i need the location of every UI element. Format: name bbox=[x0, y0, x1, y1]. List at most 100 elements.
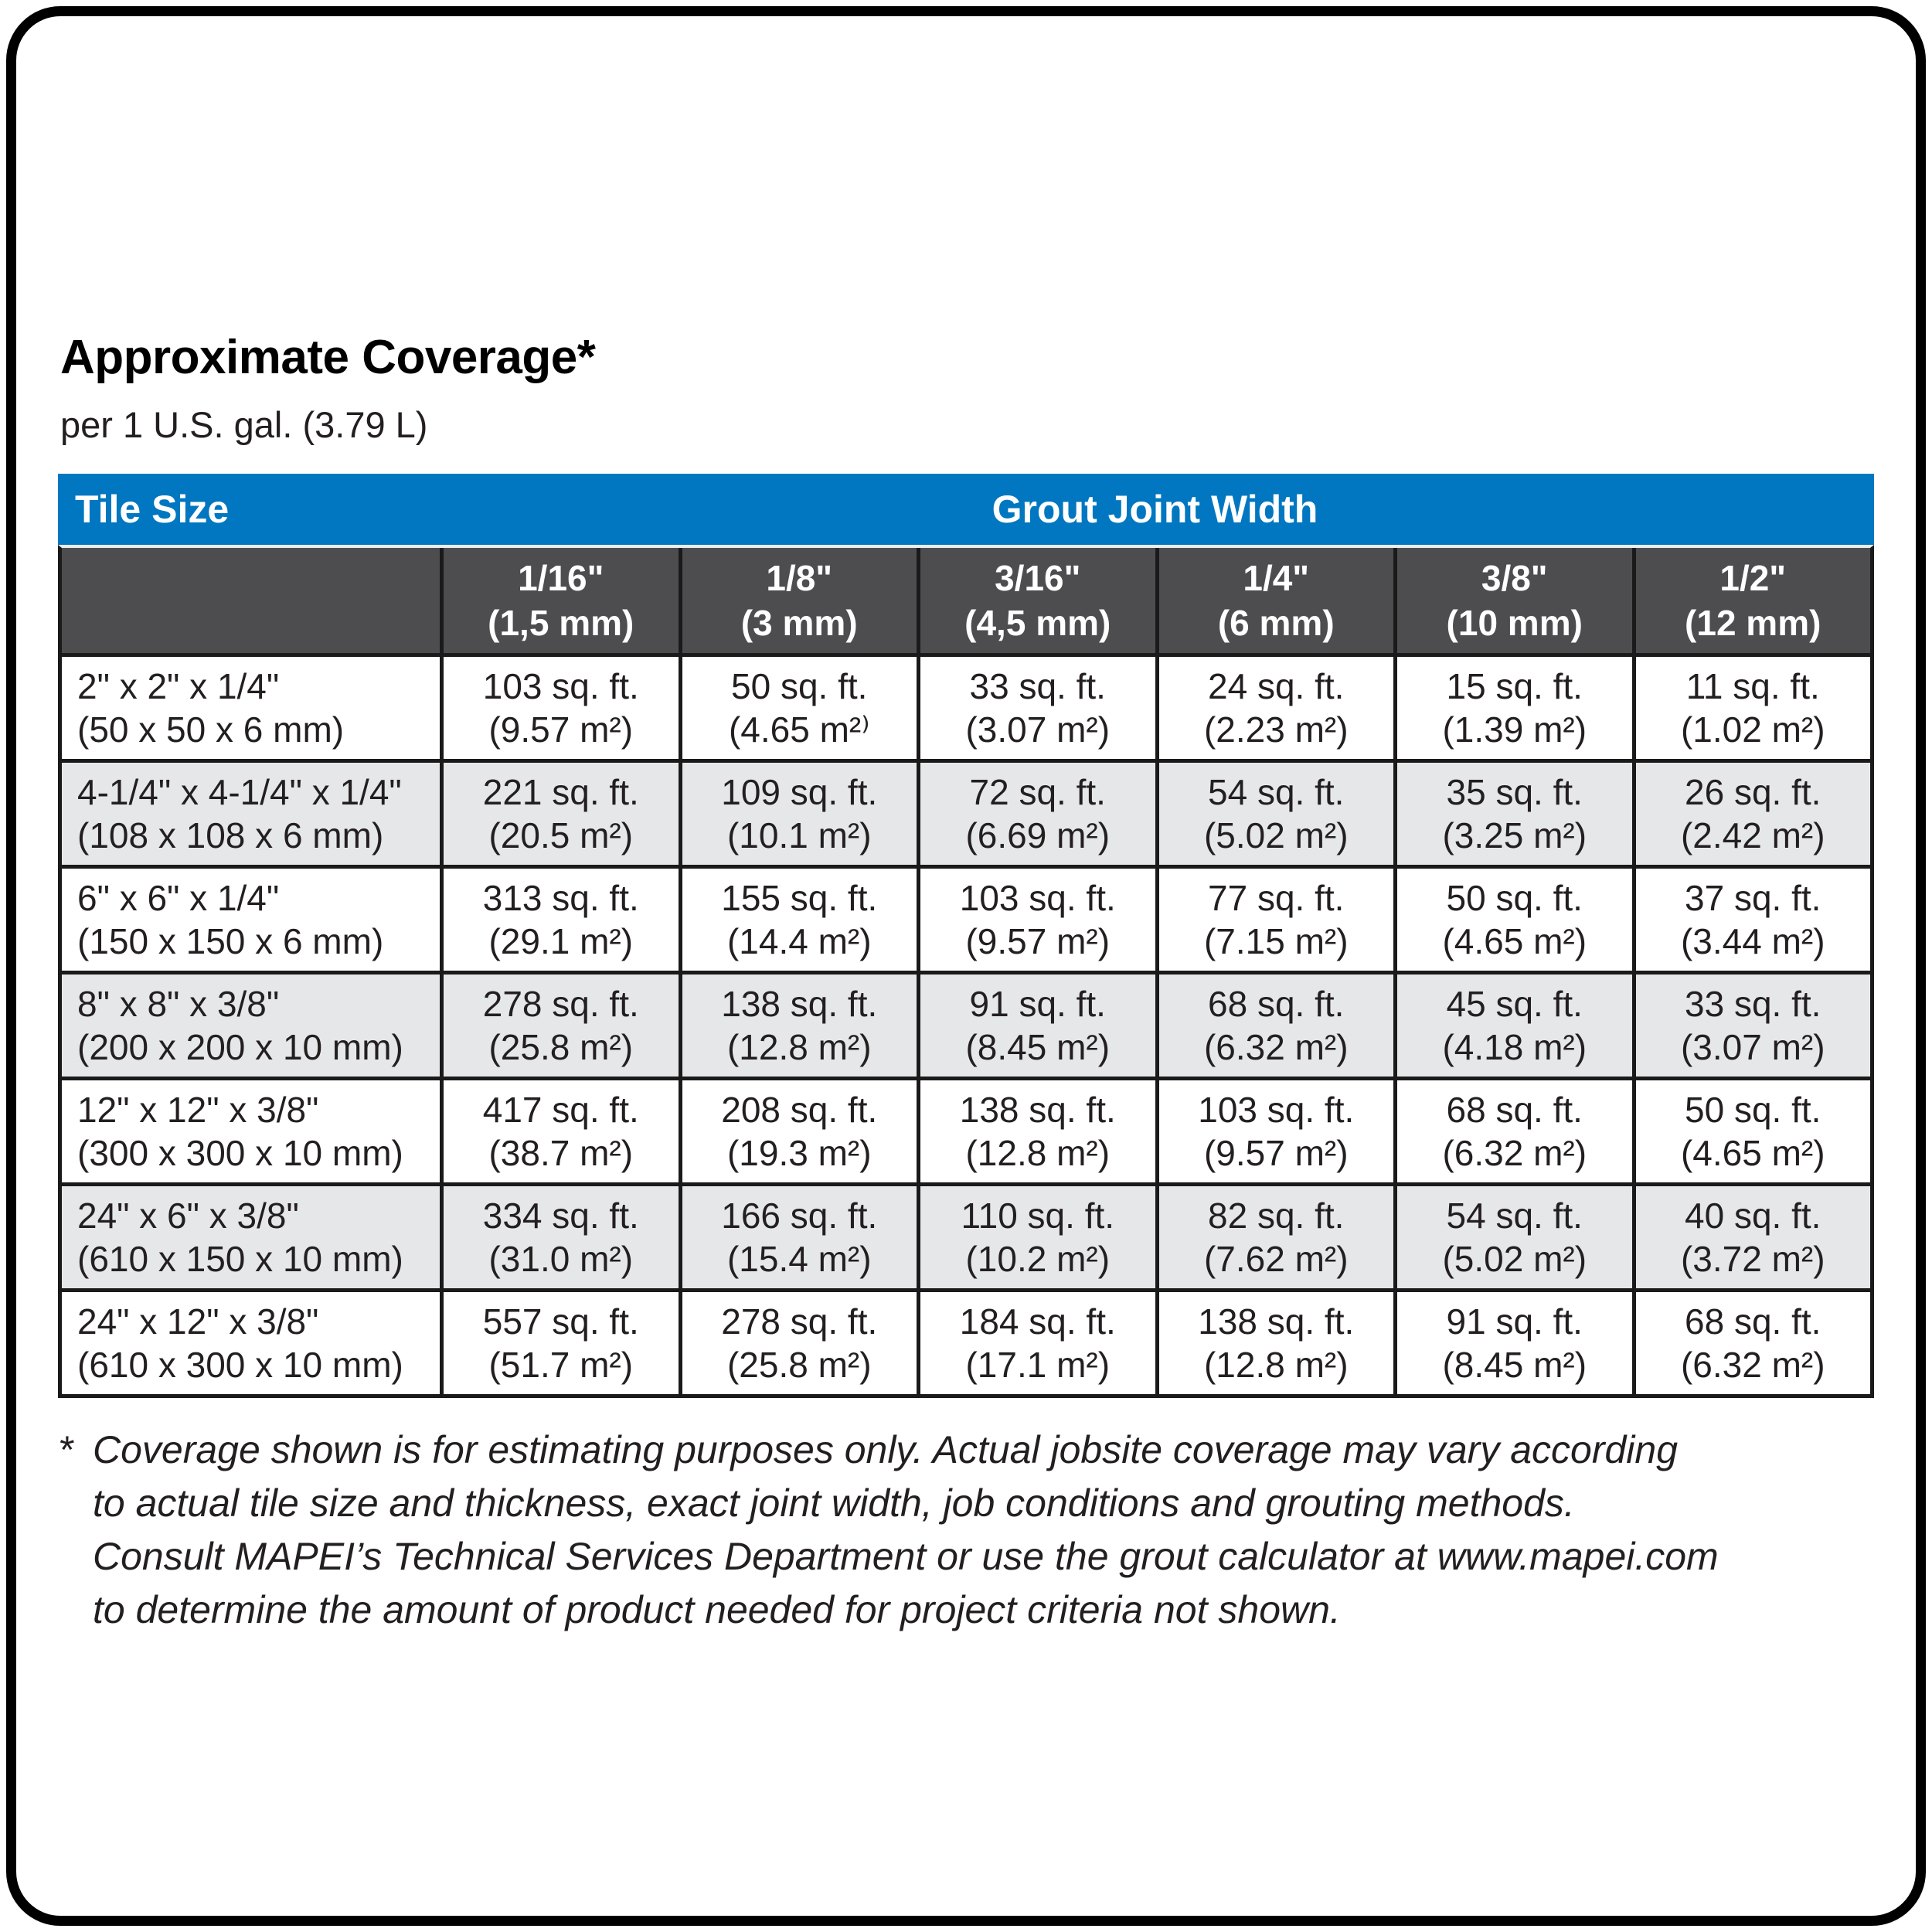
tile-size-inches: 4-1/4" x 4-1/4" x 1/4" bbox=[77, 772, 402, 812]
tile-size-header: Tile Size bbox=[75, 488, 230, 531]
footnote-asterisk: * bbox=[58, 1428, 73, 1471]
coverage-sqft: 166 sq. ft. bbox=[721, 1196, 878, 1236]
coverage-cell: 91 sq. ft. (8.45 m²) bbox=[1393, 1292, 1632, 1394]
joint-width-column-header: 1/16" (1,5 mm) bbox=[440, 548, 679, 653]
tile-size-cell: 6" x 6" x 1/4" (150 x 150 x 6 mm) bbox=[62, 869, 440, 971]
coverage-sqft: 82 sq. ft. bbox=[1208, 1196, 1345, 1236]
coverage-cell: 278 sq. ft. (25.8 m²) bbox=[678, 1292, 917, 1394]
coverage-m2: (29.1 m²) bbox=[488, 921, 634, 961]
coverage-cell: 68 sq. ft. (6.32 m²) bbox=[1393, 1080, 1632, 1182]
tile-size-cell: 2" x 2" x 1/4" (50 x 50 x 6 mm) bbox=[62, 657, 440, 759]
coverage-sqft: 138 sq. ft. bbox=[721, 984, 878, 1024]
coverage-m2: (15.4 m²) bbox=[726, 1239, 872, 1279]
coverage-cell: 68 sq. ft. (6.32 m²) bbox=[1631, 1292, 1871, 1394]
coverage-m2: (3.44 m²) bbox=[1680, 921, 1825, 961]
coverage-m2: (9.57 m²) bbox=[1203, 1133, 1349, 1173]
coverage-cell: 313 sq. ft. (29.1 m²) bbox=[440, 869, 679, 971]
coverage-sqft: 33 sq. ft. bbox=[969, 666, 1106, 706]
coverage-data-grid: 2" x 2" x 1/4" (50 x 50 x 6 mm) 103 sq. ft… bbox=[58, 653, 1874, 1398]
tile-size-mm: (150 x 150 x 6 mm) bbox=[77, 921, 384, 961]
coverage-sqft: 11 sq. ft. bbox=[1685, 666, 1820, 706]
table-row: 12" x 12" x 3/8" (300 x 300 x 10 mm) 417 s… bbox=[62, 1077, 1870, 1182]
coverage-cell: 54 sq. ft. (5.02 m²) bbox=[1155, 763, 1394, 865]
coverage-cell: 15 sq. ft. (1.39 m²) bbox=[1393, 657, 1632, 759]
coverage-m2: (12.8 m²) bbox=[1203, 1345, 1349, 1385]
tile-size-mm: (108 x 108 x 6 mm) bbox=[77, 815, 384, 855]
coverage-m2: (51.7 m²) bbox=[488, 1345, 634, 1385]
coverage-cell: 109 sq. ft. (10.1 m²) bbox=[678, 763, 917, 865]
coverage-cell: 103 sq. ft. (9.57 m²) bbox=[1155, 1080, 1394, 1182]
coverage-sqft: 221 sq. ft. bbox=[482, 772, 639, 812]
coverage-cell: 110 sq. ft. (10.2 m²) bbox=[917, 1186, 1155, 1288]
coverage-m2: (38.7 m²) bbox=[488, 1133, 634, 1173]
coverage-cell: 26 sq. ft. (2.42 m²) bbox=[1631, 763, 1871, 865]
coverage-m2: (6.32 m²) bbox=[1203, 1027, 1349, 1067]
coverage-m2: (3.25 m²) bbox=[1442, 815, 1587, 855]
coverage-cell: 103 sq. ft. (9.57 m²) bbox=[440, 657, 679, 759]
coverage-sqft: 68 sq. ft. bbox=[1208, 984, 1345, 1024]
coverage-m2: (4.18 m²) bbox=[1442, 1027, 1587, 1067]
coverage-cell: 138 sq. ft. (12.8 m²) bbox=[1155, 1292, 1394, 1394]
coverage-sqft: 37 sq. ft. bbox=[1685, 878, 1821, 918]
coverage-m2: (3.07 m²) bbox=[1680, 1027, 1825, 1067]
coverage-cell: 77 sq. ft. (7.15 m²) bbox=[1155, 869, 1394, 971]
coverage-m2: (14.4 m²) bbox=[726, 921, 872, 961]
tile-size-mm: (200 x 200 x 10 mm) bbox=[77, 1027, 403, 1067]
joint-width-column-header: 1/8" (3 mm) bbox=[678, 548, 917, 653]
tile-size-mm: (610 x 150 x 10 mm) bbox=[77, 1239, 403, 1279]
coverage-sqft: 334 sq. ft. bbox=[482, 1196, 639, 1236]
table-row: 6" x 6" x 1/4" (150 x 150 x 6 mm) 313 sq. … bbox=[62, 865, 1870, 971]
tile-size-cell: 24" x 6" x 3/8" (610 x 150 x 10 mm) bbox=[62, 1186, 440, 1288]
coverage-sqft: 72 sq. ft. bbox=[969, 772, 1106, 812]
joint-width-column-header: 1/4" (6 mm) bbox=[1155, 548, 1394, 653]
coverage-sqft: 77 sq. ft. bbox=[1208, 878, 1345, 918]
coverage-sqft: 15 sq. ft. bbox=[1446, 666, 1583, 706]
coverage-m2: (7.62 m²) bbox=[1203, 1239, 1349, 1279]
coverage-m2: (12.8 m²) bbox=[726, 1027, 872, 1067]
coverage-sqft: 50 sq. ft. bbox=[1685, 1090, 1821, 1130]
coverage-m2: (9.57 m²) bbox=[965, 921, 1111, 961]
coverage-m2: (12.8 m²) bbox=[965, 1133, 1111, 1173]
coverage-cell: 417 sq. ft. (38.7 m²) bbox=[440, 1080, 679, 1182]
coverage-m2: (5.02 m²) bbox=[1442, 1239, 1587, 1279]
joint-width-mm: (10 mm) bbox=[1446, 603, 1583, 643]
coverage-sqft: 68 sq. ft. bbox=[1446, 1090, 1583, 1130]
footnote-lines: Coverage shown is for estimating purpose… bbox=[93, 1423, 1917, 1637]
coverage-cell: 557 sq. ft. (51.7 m²) bbox=[440, 1292, 679, 1394]
coverage-m2: (7.15 m²) bbox=[1203, 921, 1349, 961]
tile-size-cell: 4-1/4" x 4-1/4" x 1/4" (108 x 108 x 6 mm) bbox=[62, 763, 440, 865]
tile-size-inches: 12" x 12" x 3/8" bbox=[77, 1090, 319, 1130]
joint-width-column-header: 3/8" (10 mm) bbox=[1393, 548, 1632, 653]
coverage-cell: 11 sq. ft. (1.02 m²) bbox=[1631, 657, 1871, 759]
coverage-cell: 91 sq. ft. (8.45 m²) bbox=[917, 975, 1155, 1077]
footnote-line: to determine the amount of product neede… bbox=[93, 1588, 1341, 1631]
coverage-m2: (3.72 m²) bbox=[1680, 1239, 1825, 1279]
footnote-line: to actual tile size and thickness, exact… bbox=[93, 1481, 1575, 1525]
coverage-cell: 50 sq. ft. (4.65 m²) bbox=[1631, 1080, 1871, 1182]
coverage-m2: (4.65 m²) bbox=[1442, 921, 1587, 961]
joint-width-mm: (6 mm) bbox=[1217, 603, 1335, 643]
coverage-cell: 50 sq. ft. (4.65 m²⁾ bbox=[678, 657, 917, 759]
coverage-m2: (8.45 m²) bbox=[1442, 1345, 1587, 1385]
coverage-m2: (20.5 m²) bbox=[488, 815, 634, 855]
coverage-cell: 166 sq. ft. (15.4 m²) bbox=[678, 1186, 917, 1288]
joint-width-inches: 3/16" bbox=[995, 558, 1081, 598]
coverage-sqft: 54 sq. ft. bbox=[1446, 1196, 1583, 1236]
tile-size-mm: (610 x 300 x 10 mm) bbox=[77, 1345, 403, 1385]
table-header-blue-band: Tile Size Grout Joint Width bbox=[58, 474, 1874, 545]
coverage-sqft: 208 sq. ft. bbox=[721, 1090, 878, 1130]
tile-size-inches: 24" x 6" x 3/8" bbox=[77, 1196, 299, 1236]
coverage-m2: (4.65 m²) bbox=[1680, 1133, 1825, 1173]
coverage-m2: (17.1 m²) bbox=[965, 1345, 1111, 1385]
coverage-cell: 184 sq. ft. (17.1 m²) bbox=[917, 1292, 1155, 1394]
coverage-sqft: 50 sq. ft. bbox=[1446, 878, 1583, 918]
coverage-cell: 208 sq. ft. (19.3 m²) bbox=[678, 1080, 917, 1182]
coverage-m2: (8.45 m²) bbox=[965, 1027, 1111, 1067]
joint-width-empty-corner-cell bbox=[62, 548, 440, 653]
joint-width-column-header: 1/2" (12 mm) bbox=[1631, 548, 1871, 653]
coverage-sqft: 54 sq. ft. bbox=[1208, 772, 1345, 812]
coverage-footnote: * Coverage shown is for estimating purpo… bbox=[58, 1423, 1917, 1637]
footnote-line: Consult MAPEI’s Technical Services Depar… bbox=[93, 1535, 1719, 1578]
coverage-m2: (25.8 m²) bbox=[726, 1345, 872, 1385]
coverage-cell: 82 sq. ft. (7.62 m²) bbox=[1155, 1186, 1394, 1288]
